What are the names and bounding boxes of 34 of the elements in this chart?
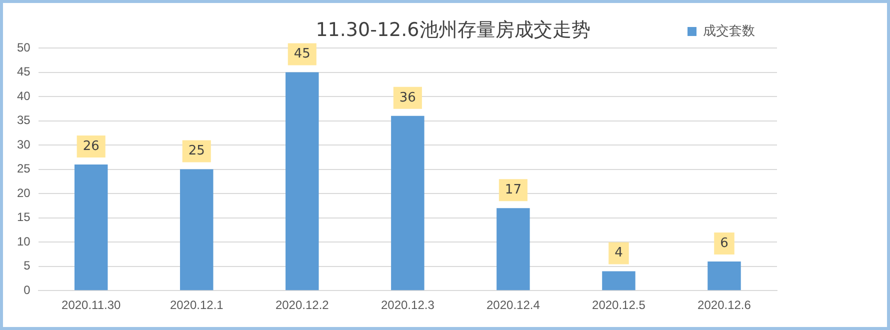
data-label: 17: [504, 182, 522, 198]
bar: [74, 164, 108, 290]
data-label: 4: [614, 246, 623, 261]
y-tick-label: 45: [16, 64, 31, 79]
x-tick-label: 2020.12.2: [275, 298, 330, 312]
chart-title: 11.30-12.6池州存量房成交走势: [314, 18, 592, 43]
x-tick-label: 2020.12.4: [486, 298, 540, 312]
y-tick-label: 10: [16, 234, 31, 248]
data-label: 36: [399, 90, 416, 106]
data-label: 26: [82, 138, 100, 154]
legend-label: 成交套数: [703, 22, 755, 39]
y-tick-label: 25: [16, 162, 31, 176]
y-tick-label: 5: [24, 258, 31, 273]
bar: [496, 208, 530, 290]
y-tick-label: 35: [16, 113, 31, 128]
data-label: 45: [294, 46, 310, 62]
bar: [602, 271, 636, 290]
x-tick-label: 2020.12.5: [592, 298, 646, 312]
y-tick-label: 50: [16, 40, 31, 54]
y-tick-label: 30: [16, 137, 31, 152]
y-tick-label: 0: [24, 282, 31, 297]
data-label: 6: [720, 236, 728, 251]
y-tick-label: 15: [16, 210, 31, 224]
x-tick-label: 2020.11.30: [62, 298, 122, 312]
bar: [391, 116, 424, 290]
y-tick-label: 20: [16, 186, 31, 200]
data-label: 25: [188, 144, 205, 159]
y-tick-label: 40: [16, 88, 31, 103]
bar: [708, 261, 741, 290]
bar: [180, 169, 214, 290]
x-tick-label: 2020.12.6: [698, 298, 752, 312]
x-tick-label: 2020.12.1: [170, 298, 224, 312]
bar: [286, 72, 319, 290]
x-tick-label: 2020.12.3: [380, 298, 435, 312]
